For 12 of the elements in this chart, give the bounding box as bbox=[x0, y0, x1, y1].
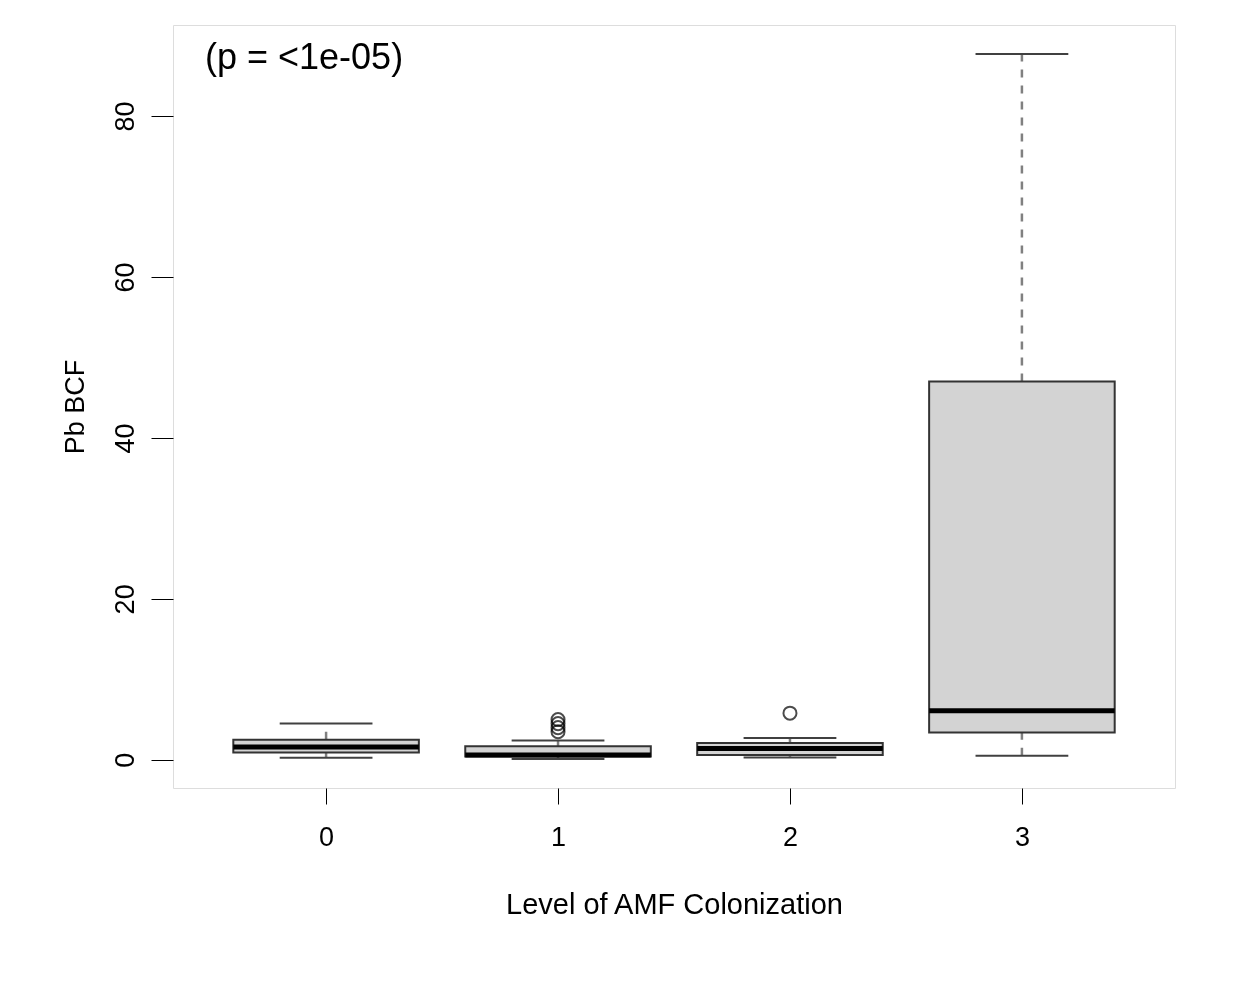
x-axis-title: Level of AMF Colonization bbox=[506, 887, 843, 920]
y-tick-label: 0 bbox=[109, 752, 140, 768]
y-tick-label: 60 bbox=[109, 262, 140, 293]
y-tick-label: 20 bbox=[109, 584, 140, 615]
x-tick-label: 3 bbox=[1014, 821, 1030, 852]
y-tick-label: 80 bbox=[109, 101, 140, 132]
y-tick-label: 40 bbox=[109, 423, 140, 454]
x-tick-label: 2 bbox=[782, 821, 798, 852]
x-tick-label: 1 bbox=[551, 821, 567, 852]
y-axis-title: Pb BCF bbox=[59, 359, 90, 455]
x-tick-label: 0 bbox=[319, 821, 335, 852]
annotation: (p = <1e-05) bbox=[205, 36, 404, 77]
